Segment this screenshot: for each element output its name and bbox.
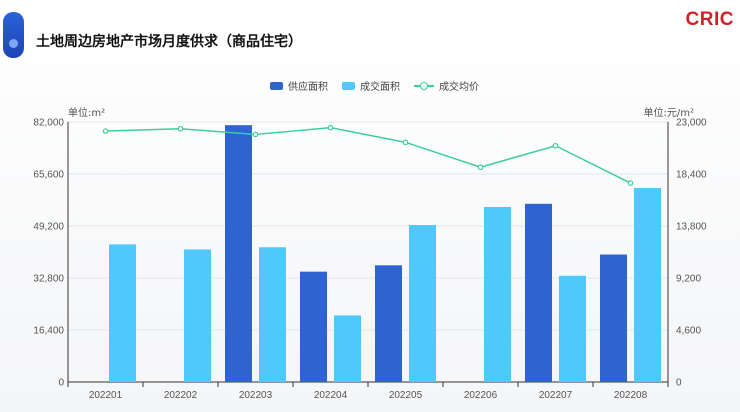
bar-deal: [184, 249, 211, 382]
x-tick-label: 202203: [239, 390, 273, 401]
y-left-tick-label: 82,000: [33, 118, 64, 129]
bar-supply: [525, 203, 552, 382]
y-left-tick-label: 49,200: [33, 222, 64, 233]
section-marker: [3, 12, 24, 58]
y-right-tick-label: 18,400: [676, 170, 707, 181]
x-tick-label: 202206: [464, 390, 498, 401]
bar-deal: [634, 187, 661, 382]
bar-supply: [225, 125, 252, 383]
legend-label-supply: 供应面积: [288, 82, 328, 93]
bar-deal: [259, 247, 286, 382]
cric-logo: CRIC: [685, 9, 734, 30]
point-price: [552, 142, 559, 149]
legend-swatch-supply: [270, 81, 283, 90]
legend-item-deal[interactable]: 成交面积: [342, 78, 400, 93]
x-tick-label: 202205: [389, 390, 423, 401]
x-tick-label: 202204: [314, 390, 348, 401]
point-price: [327, 124, 334, 131]
bar-deal: [334, 315, 361, 382]
bar-supply: [375, 265, 402, 382]
point-price: [402, 139, 409, 146]
chart-legend: 供应面积 成交面积 成交均价: [270, 78, 479, 93]
bar-supply: [600, 254, 627, 382]
y-right-tick-label: 0: [676, 378, 682, 389]
y-left-tick-label: 32,800: [33, 274, 64, 285]
right-axis-unit: 单位:元/m²: [643, 108, 695, 119]
line-price: [105, 126, 631, 184]
bar-deal: [484, 206, 511, 382]
point-price: [177, 125, 184, 132]
left-axis-unit: 单位:m²: [68, 108, 106, 119]
x-tick-label: 202201: [89, 390, 123, 401]
y-left-tick-label: 0: [58, 378, 64, 389]
legend-swatch-deal: [342, 81, 355, 90]
legend-item-price[interactable]: 成交均价: [414, 78, 479, 93]
y-left-tick-label: 16,400: [33, 326, 64, 337]
bar-supply: [300, 271, 327, 382]
legend-label-price: 成交均价: [439, 82, 479, 93]
legend-swatch-price: [414, 81, 434, 91]
point-price: [627, 180, 634, 186]
x-tick-label: 202207: [539, 390, 573, 401]
y-right-tick-label: 13,800: [676, 222, 707, 233]
bar-deal: [409, 225, 436, 382]
point-price: [252, 131, 259, 138]
legend-item-supply[interactable]: 供应面积: [270, 78, 328, 93]
y-left-tick-label: 65,600: [33, 170, 64, 181]
legend-label-deal: 成交面积: [360, 82, 400, 93]
point-price: [102, 128, 109, 134]
y-right-tick-label: 9,200: [676, 274, 701, 285]
x-tick-label: 202208: [614, 390, 648, 401]
bar-deal: [109, 244, 136, 382]
y-right-tick-label: 4,600: [676, 326, 701, 337]
chart-title: 土地周边房地产市场月度供求（商品住宅）: [36, 34, 302, 50]
bar-deal: [559, 275, 586, 382]
section-marker-dot: [9, 39, 18, 48]
y-right-tick-label: 23,000: [676, 118, 707, 129]
x-tick-label: 202202: [164, 390, 198, 401]
point-price: [477, 164, 484, 171]
